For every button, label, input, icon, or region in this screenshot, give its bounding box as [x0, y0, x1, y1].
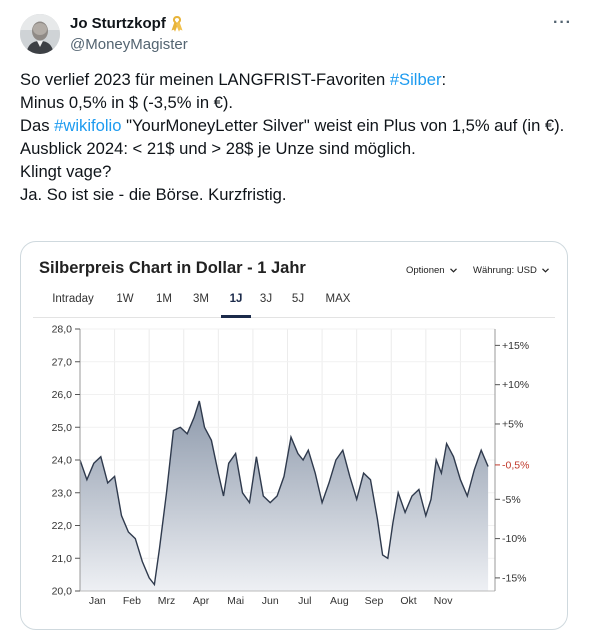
text-segment: So verlief 2023 für meinen LANGFRIST-Fav…	[20, 70, 390, 89]
tweet-line-1: So verlief 2023 für meinen LANGFRIST-Fav…	[20, 68, 570, 91]
right-tick-label: -15%	[502, 572, 527, 584]
tab-1m[interactable]: 1M	[156, 293, 172, 305]
tweet-line-3: Das #wikifolio "YourMoneyLetter Silver" …	[20, 114, 570, 137]
right-tick-label: +15%	[502, 340, 529, 352]
tweet-line-4: Ausblick 2024: < 21$ und > 28$ je Unze s…	[20, 139, 416, 158]
right-tick-label: -0,5%	[502, 459, 529, 471]
price-area	[80, 401, 489, 591]
x-tick-label: Jul	[298, 595, 311, 607]
more-options-icon[interactable]: ···	[553, 14, 572, 31]
tweet-line-6: Ja. So ist sie - die Börse. Kurzfristig.	[20, 185, 287, 204]
tweet-line-2: Minus 0,5% in $ (-3,5% in €).	[20, 93, 234, 112]
price-line	[79, 400, 489, 587]
tweet-line-5: Klingt vage?	[20, 162, 112, 181]
tweet-media[interactable]: Silberpreis Chart in Dollar - 1 Jahr Opt…	[20, 241, 568, 630]
chevron-down-icon	[541, 268, 549, 273]
right-tick-label: -5%	[502, 494, 521, 506]
tab-1j[interactable]: 1J	[221, 293, 251, 318]
x-tick-label: Jun	[262, 595, 279, 607]
y-tick-label: 24,0	[52, 455, 73, 467]
avatar-image	[20, 14, 60, 54]
avatar[interactable]	[20, 14, 60, 54]
chevron-down-icon	[449, 268, 457, 273]
silver-price-chart[interactable]: 28,0 27,0 26,0 25,0 24,0 23,0 22,0 21,0 20,0 Jan F…	[33, 318, 555, 630]
options-label: Optionen	[406, 265, 445, 276]
x-tick-label: Feb	[123, 595, 141, 607]
tab-intraday[interactable]: Intraday	[52, 293, 94, 305]
display-name[interactable]: Jo Sturtzkopf	[70, 15, 166, 32]
x-tick-label: Aug	[330, 595, 349, 607]
handle[interactable]: @MoneyMagister	[70, 36, 188, 53]
right-tick-label: +5%	[502, 418, 523, 430]
x-tick-label: Jan	[89, 595, 106, 607]
currency-label: Währung: USD	[473, 265, 537, 276]
x-tick-label: Sep	[365, 595, 384, 607]
y-tick-label: 23,0	[52, 487, 73, 499]
options-dropdown[interactable]: Optionen	[406, 265, 457, 276]
y-tick-label: 22,0	[52, 520, 73, 532]
x-tick-label: Nov	[434, 595, 453, 607]
right-tick-label: -10%	[502, 533, 527, 545]
y-tick-label: 28,0	[52, 324, 73, 336]
x-tick-label: Okt	[400, 595, 416, 607]
awareness-ribbon-icon	[171, 15, 183, 32]
tab-5j[interactable]: 5J	[291, 293, 305, 305]
timeframe-tabs: Intraday 1W 1M 3M 1J 3J 5J MAX	[33, 292, 555, 318]
hashtag-wikifolio[interactable]: #wikifolio	[54, 116, 122, 135]
hashtag-silber[interactable]: #Silber	[389, 70, 442, 89]
tab-1w[interactable]: 1W	[116, 293, 134, 305]
x-tick-label: Mrz	[158, 595, 176, 607]
tab-max[interactable]: MAX	[325, 293, 351, 305]
right-tick-label: +10%	[502, 379, 529, 391]
y-tick-label: 20,0	[52, 586, 73, 598]
y-tick-label: 27,0	[52, 356, 73, 368]
tweet-header: Jo Sturtzkopf @MoneyMagister ···	[20, 14, 580, 58]
currency-dropdown[interactable]: Währung: USD	[473, 265, 549, 276]
y-tick-label: 21,0	[52, 553, 73, 565]
text-segment: Das	[20, 116, 55, 135]
tab-3m[interactable]: 3M	[193, 293, 209, 305]
tab-3j[interactable]: 3J	[259, 293, 273, 305]
axes: 28,0 27,0 26,0 25,0 24,0 23,0 22,0 21,0 20,0 Jan F…	[52, 324, 530, 608]
y-tick-label: 25,0	[52, 422, 73, 434]
x-tick-label: Apr	[193, 595, 210, 607]
y-tick-label: 26,0	[52, 389, 73, 401]
chart-card: Silberpreis Chart in Dollar - 1 Jahr Opt…	[33, 242, 555, 630]
chart-title: Silberpreis Chart in Dollar - 1 Jahr	[39, 259, 306, 277]
text-segment: "YourMoneyLetter Silver" weist ein Plus …	[121, 116, 565, 135]
text-segment: :	[441, 70, 447, 89]
tweet-text: So verlief 2023 für meinen LANGFRIST-Fav…	[20, 68, 570, 206]
x-tick-label: Mai	[227, 595, 244, 607]
